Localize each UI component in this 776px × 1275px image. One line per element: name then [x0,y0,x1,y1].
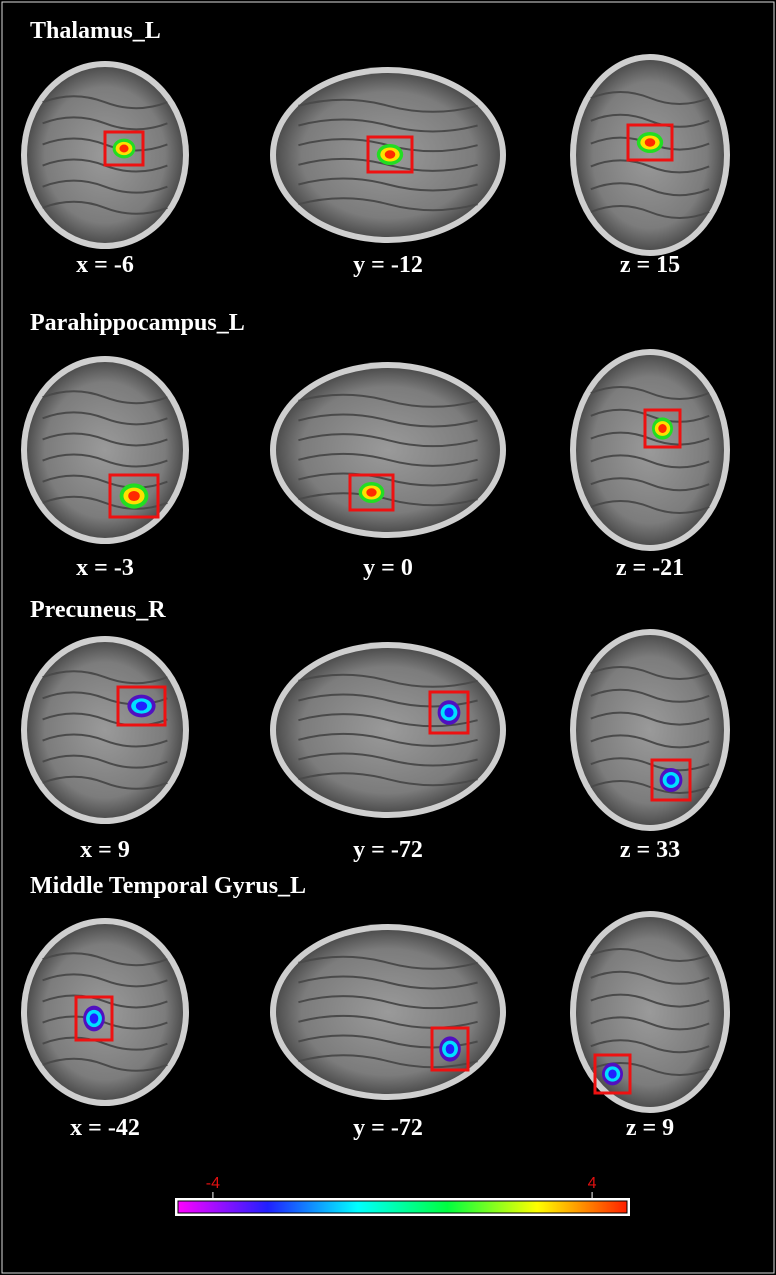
brain-slice [270,924,506,1100]
activation [608,1069,616,1078]
activation [136,701,147,710]
panel-title: Parahippocampus_L [30,310,245,336]
brain-slice [270,67,506,243]
slice-label: z = 9 [626,1115,674,1141]
panel-title: Thalamus_L [30,18,161,44]
activation [446,1044,455,1054]
brain-slice [570,629,730,831]
slice-label: x = -42 [70,1115,140,1141]
panel-title: Middle Temporal Gyrus_L [30,873,306,899]
brain-slice [21,636,189,824]
brain [27,362,183,538]
brain-slice [21,918,189,1106]
activation [666,775,675,785]
colorbar-tick-label: 4 [588,1175,597,1192]
slice-label: y = 0 [363,555,413,581]
slice-label: y = -12 [353,252,423,278]
brain [576,60,724,250]
activation [385,150,396,158]
activation [366,488,376,496]
colorbar-tick-label: -4 [206,1175,220,1192]
brain [576,355,724,545]
slice-label: z = 15 [620,252,680,278]
slice-label: x = 9 [80,837,130,863]
activation [128,491,140,501]
slice-label: x = -3 [76,555,134,581]
activation [658,424,666,433]
slice-label: z = 33 [620,837,680,863]
brain-slice [570,349,730,551]
figure: Thalamus_Lx = -6 y = -12 z = 15 Parahippoca… [0,0,776,1275]
brain-slice [270,642,506,818]
brain [576,635,724,825]
activation [90,1013,99,1023]
brain [276,648,500,812]
activation [119,145,128,153]
brain-slice [270,362,506,538]
brain [276,368,500,532]
slice-label: z = -21 [616,555,684,581]
slice-label: y = -72 [353,837,423,863]
activation [444,708,453,718]
brain [27,924,183,1100]
brain [27,642,183,818]
brain-slice [570,54,730,256]
brain [576,917,724,1107]
brain-slice [21,61,189,249]
brain-slice [21,356,189,544]
slice-label: y = -72 [353,1115,423,1141]
slice-label: x = -6 [76,252,134,278]
brain-slice [570,911,730,1113]
colorbar-gradient [178,1201,627,1213]
panel-title: Precuneus_R [30,597,166,623]
activation [645,138,656,146]
